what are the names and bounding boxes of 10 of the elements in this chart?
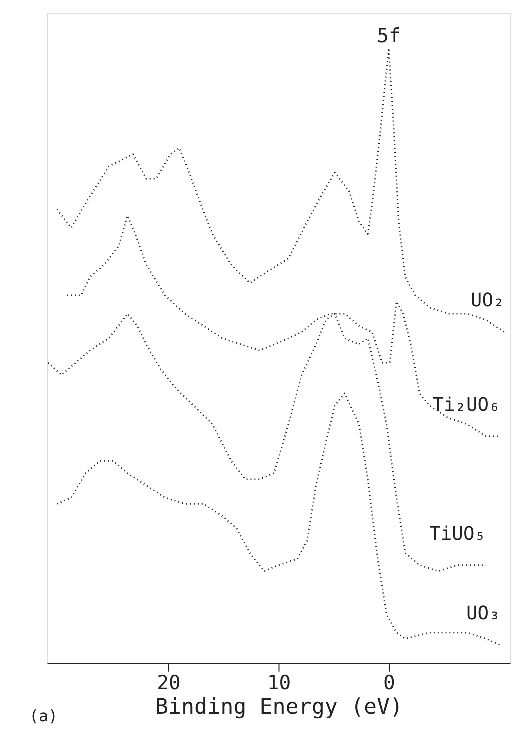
x-tick-label: 10 bbox=[267, 672, 292, 695]
annotation: 5f bbox=[377, 24, 401, 48]
series-label: UO₃ bbox=[466, 603, 500, 624]
text: (a) bbox=[30, 706, 58, 726]
x-tick-label: 20 bbox=[157, 672, 181, 695]
x-axis-title: Binding Energy (eV) bbox=[155, 695, 404, 720]
series-label: TiUO₅ bbox=[430, 524, 486, 545]
series-label: UO₂ bbox=[470, 290, 505, 312]
series-label: Ti₂UO₆ bbox=[432, 394, 500, 416]
x-tick-label: 0 bbox=[384, 672, 396, 695]
